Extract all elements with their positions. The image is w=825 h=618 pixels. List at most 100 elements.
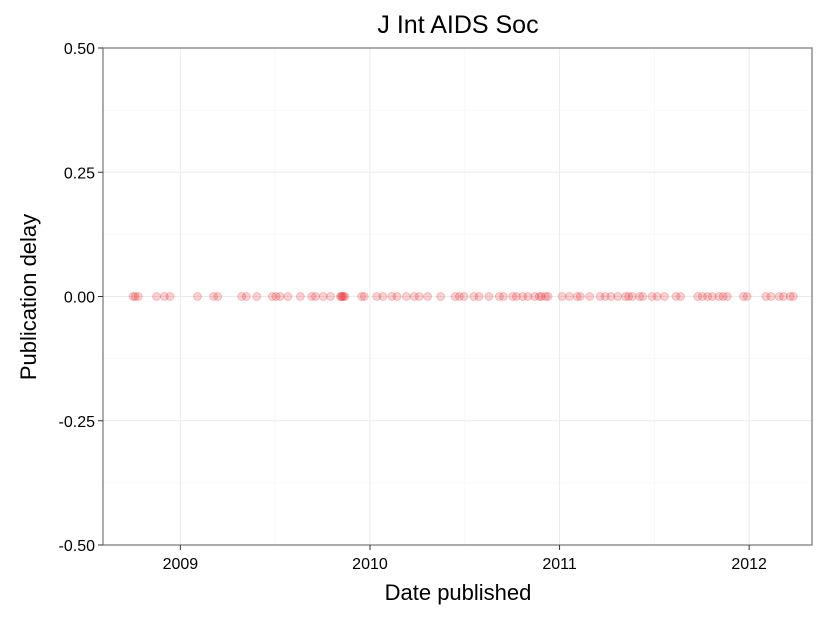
data-point xyxy=(128,292,138,301)
data-point xyxy=(335,292,345,301)
data-point xyxy=(318,292,328,301)
data-point xyxy=(693,292,703,301)
y-tick-label: 0.25 xyxy=(64,165,95,182)
data-point xyxy=(766,292,776,301)
data-point xyxy=(572,292,582,301)
data-point xyxy=(534,292,544,301)
data-point xyxy=(722,292,732,301)
data-point xyxy=(523,292,533,301)
data-point xyxy=(613,292,623,301)
data-point xyxy=(635,292,645,301)
data-point xyxy=(647,292,657,301)
data-point xyxy=(283,292,293,301)
data-point xyxy=(585,292,595,301)
y-tick-label: 0.00 xyxy=(64,290,95,307)
chart-title: J Int AIDS Soc xyxy=(377,11,538,39)
data-point xyxy=(785,292,795,301)
data-point xyxy=(310,292,320,301)
data-point xyxy=(307,292,317,301)
x-tick-label: 2009 xyxy=(163,556,199,573)
y-tick-label: -0.25 xyxy=(59,414,96,431)
data-point xyxy=(564,292,574,301)
data-point xyxy=(511,292,521,301)
data-point xyxy=(326,292,335,301)
data-point xyxy=(575,292,585,301)
data-point xyxy=(359,292,369,301)
data-point xyxy=(193,292,203,301)
data-point xyxy=(275,292,285,301)
data-point xyxy=(213,292,223,301)
data-point xyxy=(436,292,446,301)
data-point xyxy=(557,292,567,301)
data-point xyxy=(130,292,140,301)
data-point xyxy=(450,292,460,301)
data-point xyxy=(671,292,681,301)
data-point xyxy=(652,292,662,301)
data-point xyxy=(508,292,518,301)
data-point xyxy=(714,292,724,301)
data-point xyxy=(459,292,469,301)
data-point xyxy=(387,292,397,301)
data-point xyxy=(392,292,402,301)
x-tick-label: 2011 xyxy=(542,556,577,573)
y-axis-label: Publication delay xyxy=(16,214,41,380)
data-points xyxy=(128,292,798,301)
data-point xyxy=(133,292,143,301)
data-point xyxy=(401,292,411,301)
data-point xyxy=(338,292,348,301)
data-point xyxy=(638,292,648,301)
data-point xyxy=(536,292,546,301)
data-point xyxy=(337,292,347,301)
data-point xyxy=(237,292,247,301)
data-point xyxy=(498,292,508,301)
data-point xyxy=(676,292,686,301)
data-point xyxy=(494,292,504,301)
data-point xyxy=(530,292,540,301)
data-point xyxy=(409,292,419,301)
data-point xyxy=(606,292,616,301)
data-point xyxy=(454,292,464,301)
data-point xyxy=(624,292,634,301)
data-point xyxy=(774,292,784,301)
y-axis: 0.50 0.25 0.00 -0.25 -0.50 xyxy=(59,41,103,555)
data-point xyxy=(761,292,771,301)
data-point xyxy=(159,292,169,301)
data-point xyxy=(778,292,788,301)
data-point xyxy=(241,292,251,301)
data-point xyxy=(595,292,605,301)
data-point xyxy=(659,292,669,301)
data-point xyxy=(336,292,346,301)
x-tick-label: 2012 xyxy=(731,556,767,573)
data-point xyxy=(600,292,610,301)
data-point xyxy=(543,292,553,301)
data-point xyxy=(414,292,424,301)
data-point xyxy=(340,292,350,301)
data-point xyxy=(267,292,277,301)
data-point xyxy=(484,292,494,301)
data-point xyxy=(152,292,161,301)
y-tick-label: 0.50 xyxy=(64,41,95,58)
data-point xyxy=(378,292,388,301)
data-point xyxy=(742,292,752,301)
x-axis-label: Date published xyxy=(385,580,532,605)
data-point xyxy=(209,292,219,301)
data-point xyxy=(518,292,528,301)
data-point xyxy=(697,292,707,301)
data-point xyxy=(718,292,728,301)
data-point xyxy=(703,292,713,301)
data-point xyxy=(738,292,748,301)
x-tick-label: 2010 xyxy=(352,556,388,573)
data-point xyxy=(469,292,479,301)
data-point xyxy=(252,292,262,301)
data-point xyxy=(357,292,367,301)
data-point xyxy=(474,292,484,301)
data-point xyxy=(707,292,717,301)
x-axis: 2009 2010 2011 2012 xyxy=(163,545,767,573)
data-point xyxy=(621,292,631,301)
data-point xyxy=(271,292,281,301)
data-point xyxy=(295,292,305,301)
data-point xyxy=(788,292,798,301)
data-point xyxy=(165,292,175,301)
data-point xyxy=(627,292,637,301)
